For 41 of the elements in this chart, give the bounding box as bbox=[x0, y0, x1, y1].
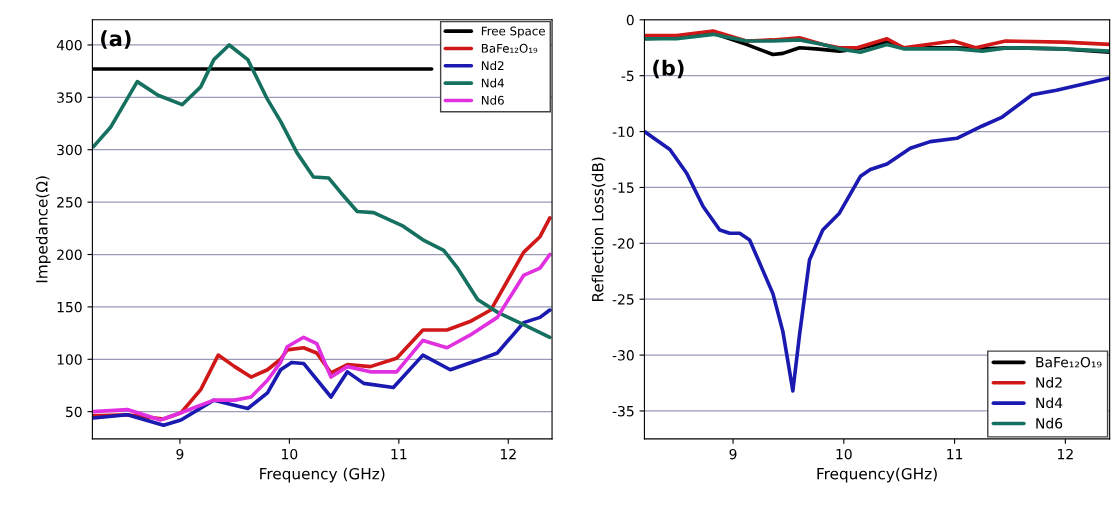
line-series bbox=[92, 252, 552, 422]
line-series bbox=[92, 308, 552, 428]
legend-label: Nd6 bbox=[1036, 417, 1063, 429]
annotation: (a) bbox=[101, 30, 131, 49]
y-tick-label: 0 bbox=[626, 14, 634, 26]
y-tick-label: 200 bbox=[57, 249, 82, 260]
y-axis-title: Reflection Loss(dB) bbox=[591, 157, 606, 302]
x-tick-label: 11 bbox=[391, 449, 407, 460]
x-tick-label: 12 bbox=[500, 448, 516, 460]
y-tick-label: 100 bbox=[57, 354, 82, 365]
y-tick-label: 250 bbox=[57, 197, 82, 208]
annotation: (b) bbox=[653, 59, 684, 79]
y-tick-label: -15 bbox=[612, 182, 634, 193]
x-axis-title: Frequency(GHz) bbox=[817, 467, 937, 483]
x-tick-label: 12 bbox=[1058, 448, 1073, 460]
y-tick-label: 300 bbox=[57, 144, 82, 156]
y-tick-label: -20 bbox=[612, 238, 634, 249]
y-tick-label: 50 bbox=[66, 406, 82, 418]
y-tick-label: -30 bbox=[612, 350, 634, 361]
legend-label: Nd4 bbox=[481, 78, 504, 88]
y-tick-label: 400 bbox=[56, 39, 82, 51]
x-tick-label: 10 bbox=[836, 448, 852, 460]
y-tick-label: -35 bbox=[612, 405, 634, 417]
legend-label: Free Space bbox=[481, 26, 545, 38]
y-tick-label: 350 bbox=[57, 92, 82, 103]
y-tick-label: -25 bbox=[612, 294, 634, 305]
legend-label: BaFe₁₂O₁₉ bbox=[481, 43, 538, 53]
y-tick-label: 150 bbox=[57, 301, 82, 313]
y-tick-label: -5 bbox=[621, 70, 634, 82]
x-tick-label: 9 bbox=[176, 448, 184, 460]
legend-label: Nd6 bbox=[481, 95, 504, 105]
y-tick-label: -10 bbox=[612, 126, 634, 138]
legend-label: Nd2 bbox=[1036, 377, 1062, 388]
x-tick-label: 11 bbox=[947, 449, 963, 460]
x-tick-label: 10 bbox=[282, 448, 298, 460]
x-tick-label: 9 bbox=[729, 448, 737, 460]
legend-label: Nd2 bbox=[481, 60, 504, 71]
legend-label: BaFe₁₂O₁₉ bbox=[1036, 356, 1102, 368]
y-axis-title: Impedance(Ω) bbox=[35, 176, 51, 283]
legend-label: Nd4 bbox=[1036, 397, 1063, 409]
x-axis-title: Frequency (GHz) bbox=[260, 467, 385, 483]
